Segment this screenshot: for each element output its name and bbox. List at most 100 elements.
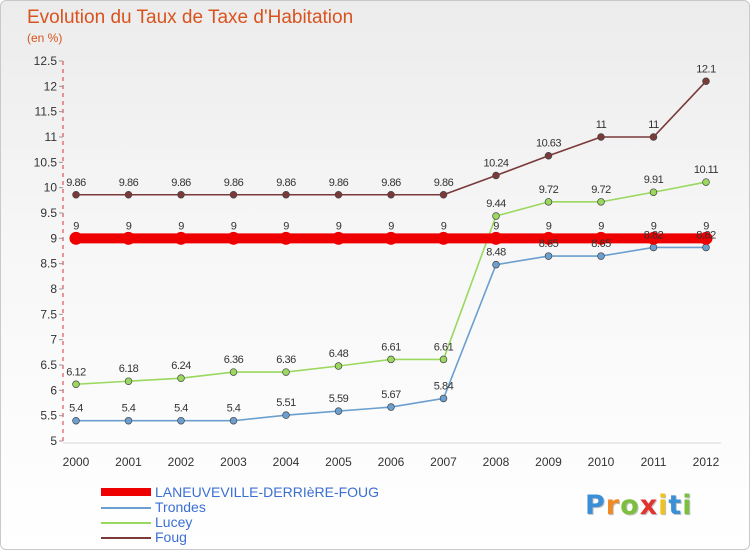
data-label-1: 8.65: [539, 238, 559, 250]
y-tick-label: 6: [50, 383, 57, 397]
data-label-1: 8.82: [644, 229, 664, 241]
logo-letter: i: [658, 490, 669, 521]
data-point-1: [72, 416, 80, 425]
y-tick-label: 5: [50, 434, 57, 448]
data-label-1: 5.84: [434, 380, 454, 392]
data-label-3: 11: [648, 119, 659, 131]
y-tick-label: 8.5: [40, 257, 57, 271]
data-point-3: [229, 191, 238, 199]
data-point-3: [387, 191, 395, 199]
data-point-1: [334, 407, 343, 415]
data-point-1: [492, 260, 500, 269]
data-label-2: 9.72: [539, 184, 559, 196]
data-point-0: [174, 231, 188, 245]
x-tick-label: 2004: [273, 455, 300, 469]
data-label-1: 5.4: [174, 403, 188, 415]
data-label-0: 9: [126, 220, 132, 232]
data-label-3: 9.86: [329, 177, 349, 189]
data-label-3: 12.1: [696, 63, 716, 75]
x-tick-label: 2008: [483, 455, 510, 469]
y-tick-label: 7.5: [40, 307, 57, 321]
data-point-2: [72, 380, 80, 389]
data-label-2: 6.18: [119, 363, 139, 375]
data-label-1: 5.4: [69, 403, 83, 415]
data-point-0: [227, 231, 240, 245]
data-point-3: [124, 191, 133, 199]
data-label-0: 9: [441, 220, 447, 232]
data-label-2: 9.72: [591, 184, 611, 196]
data-point-0: [489, 231, 503, 245]
y-tick-label: 10.5: [34, 155, 58, 169]
x-tick-label: 2009: [535, 455, 562, 469]
data-label-0: 9: [493, 220, 499, 232]
data-label-2: 6.12: [66, 366, 86, 378]
data-label-2: 6.61: [381, 341, 401, 353]
data-label-0: 9: [651, 220, 657, 232]
legend-swatch-laneuveville: [101, 488, 151, 496]
y-tick-label: 10: [44, 181, 58, 195]
data-point-0: [699, 231, 713, 245]
y-tick-label: 6.5: [40, 358, 57, 372]
x-tick-label: 2001: [115, 455, 142, 469]
legend-label-lucey: Lucey: [155, 514, 193, 530]
data-point-1: [124, 416, 133, 425]
legend-swatch-lucey: [101, 522, 151, 524]
data-point-0: [332, 231, 345, 245]
data-label-1: 8.82: [696, 229, 716, 241]
data-point-2: [597, 198, 605, 206]
data-label-0: 9: [283, 220, 289, 232]
data-point-0: [69, 231, 83, 245]
data-label-2: 6.61: [434, 341, 454, 353]
data-label-0: 9: [231, 220, 237, 232]
data-point-2: [229, 368, 238, 376]
data-point-3: [544, 151, 553, 160]
x-tick-label: 2006: [378, 455, 405, 469]
data-label-2: 9.91: [644, 174, 664, 186]
x-tick-label: 2003: [220, 455, 247, 469]
data-point-0: [384, 231, 398, 245]
x-tick-label: 2002: [168, 455, 195, 469]
data-point-2: [282, 368, 290, 376]
x-tick-label: 2012: [693, 455, 720, 469]
data-label-3: 9.86: [381, 177, 401, 189]
x-tick-label: 2005: [325, 455, 352, 469]
legend-swatch-foug: [101, 537, 151, 539]
data-label-3: 10.24: [483, 158, 508, 170]
data-label-0: 9: [598, 220, 604, 232]
legend-label-foug: Foug: [155, 529, 187, 545]
data-label-3: 9.86: [119, 177, 139, 189]
data-point-1: [387, 403, 395, 411]
data-point-0: [594, 231, 608, 245]
y-tick-label: 7: [50, 333, 57, 347]
data-label-1: 8.65: [591, 238, 611, 250]
data-point-1: [439, 394, 448, 403]
data-label-3: 9.86: [171, 177, 191, 189]
logo-letter: i: [682, 490, 693, 521]
y-tick-label: 12.5: [34, 54, 58, 68]
data-label-1: 5.4: [227, 403, 241, 415]
data-point-1: [597, 252, 605, 260]
data-label-1: 8.48: [486, 247, 506, 259]
data-label-2: 6.24: [171, 360, 191, 372]
data-label-0: 9: [703, 220, 709, 232]
y-tick-label: 9: [50, 231, 57, 245]
data-point-0: [279, 231, 293, 245]
y-tick-label: 8: [50, 282, 57, 296]
data-label-2: 6.48: [329, 348, 349, 360]
data-point-3: [72, 191, 80, 199]
logo-letter: P: [585, 490, 606, 521]
data-label-3: 9.86: [276, 177, 296, 189]
data-point-2: [177, 374, 185, 382]
x-tick-label: 2000: [63, 455, 90, 469]
data-point-2: [649, 188, 658, 196]
legend-label-laneuveville: LANEUVEVILLE-DERRIèRE-FOUG: [155, 484, 380, 500]
logo-letter: o: [620, 490, 640, 521]
data-point-3: [177, 191, 185, 199]
data-point-3: [282, 191, 290, 199]
x-tick-label: 2011: [641, 455, 667, 469]
data-label-1: 5.67: [381, 389, 401, 401]
data-label-2: 6.36: [224, 354, 244, 366]
data-point-1: [702, 243, 710, 252]
data-label-0: 9: [73, 220, 79, 232]
